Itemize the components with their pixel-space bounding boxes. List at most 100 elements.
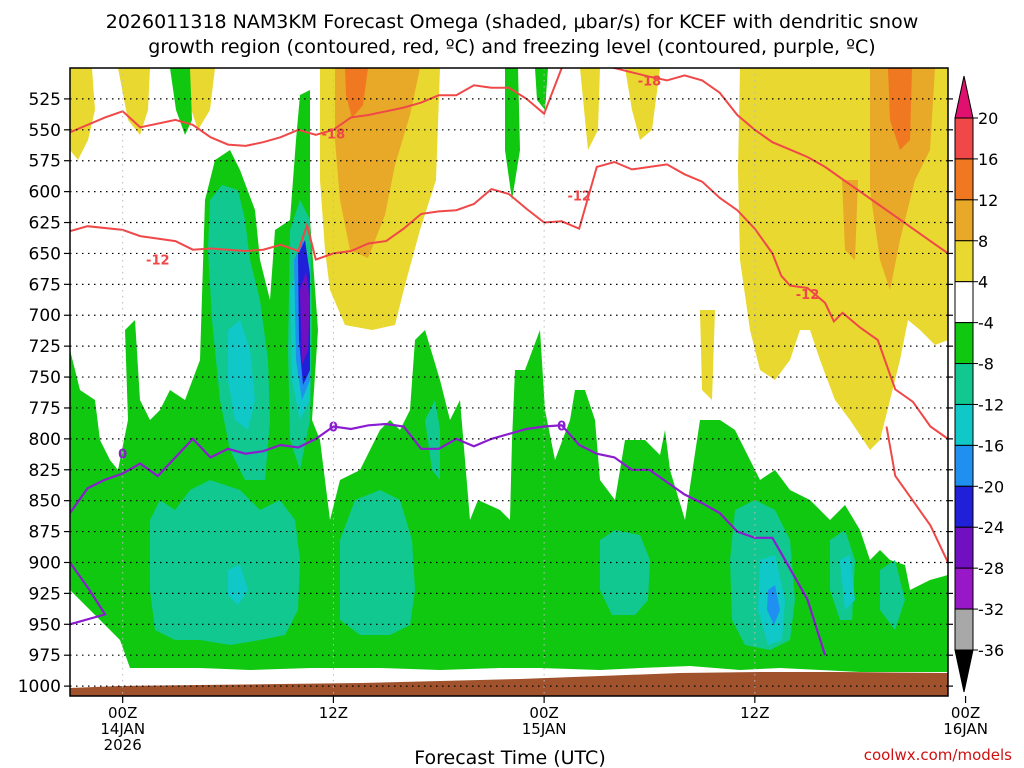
y-tick-label-16: 925 [29,584,61,604]
omega-pos-region-mid2 [625,68,660,140]
colorbar-band-3 [954,240,974,283]
y-tick-label-6: 675 [29,275,61,295]
freezing-level-label-0: 0 [118,448,127,463]
omega-pos8-region-right [870,68,935,290]
omega-pos12-region-main [345,68,368,118]
isotherm-line-1 [70,160,948,440]
colorbar-label-9: -20 [978,477,1004,496]
x-tick-label-0-2: 2026 [104,736,142,754]
omega-neg24-region-column [300,272,310,365]
isotherm-line-2 [885,426,948,564]
colorbar-band-10 [954,526,974,569]
omega-neg12-region-late2 [840,555,855,610]
colorbar-bottom-arrow [954,649,974,693]
positive-omega-stronger [335,68,935,290]
credit-label: coolwx.com/models [864,746,1012,764]
terrain-surface [70,672,948,696]
omega-pos-region-left [70,68,95,160]
omega-neg8-region-late1 [600,530,650,615]
omega-pos-region-small [185,68,215,130]
omega-neg8-region-mid2 [425,400,440,480]
freezing-level-line [70,422,827,656]
negative-omega-max [300,272,310,365]
freezing-level-path [70,422,827,656]
omega-pos8-region-right2 [842,180,858,260]
y-axis: 525 550 575 600 625 650 675 700 725 750 775 800 825 8… [18,90,953,697]
isotherm-label-1-2: -12 [796,288,820,303]
colorbar-label-1: 16 [978,150,998,169]
y-tick-label-14: 875 [29,523,61,543]
colorbar-band-1 [954,158,974,201]
chart-title-line-2: growth region (contoured, red, ºC) and f… [148,36,875,58]
colorbar-band-7 [954,403,974,446]
y-tick-label-0: 525 [29,90,61,110]
x-axis-label: Forecast Time (UTC) [414,747,605,768]
colorbar-band-2 [954,199,974,242]
colorbar-label-6: -8 [978,355,994,374]
colorbar-band-9 [954,485,974,528]
x-tick-label-0-1: 14JAN [100,720,145,738]
y-tick-label-5: 650 [29,244,61,264]
gridlines [70,68,948,696]
x-tick-label-2-0: 00Z [529,704,558,722]
omega-pos-region-early [118,68,150,135]
x-tick-label-4-1: 16JAN [943,720,988,738]
colorbar-band-0 [954,117,974,160]
omega-pos8-region-main [335,68,420,258]
omega-neg-region-top2 [505,68,520,200]
y-tick-label-13: 850 [29,492,61,512]
colorbar-band-5 [954,322,974,365]
omega-pos-region-mid [580,68,600,150]
y-tick-label-2: 575 [29,152,61,172]
colorbar-band-6 [954,363,974,405]
colorbar-label-4: 4 [978,273,988,292]
colorbar-top-arrow [954,75,974,119]
omega-neg-region-top1 [170,68,192,135]
omega-neg8-region-early [150,480,300,645]
omega-pos-region-tiny [700,310,715,400]
isotherm-line-0 [70,68,948,255]
colorbar-label-8: -16 [978,436,1004,455]
omega-neg12-region-early [228,565,248,605]
x-tick-label-0-0: 00Z [108,704,137,722]
y-tick-label-15: 900 [29,553,61,573]
omega-pos12-region-right [888,68,912,150]
colorbar-label-5: -4 [978,314,994,333]
colorbar-band-12 [954,608,974,651]
y-tick-label-18: 975 [29,646,61,666]
isotherm-label-0-1: -18 [638,74,662,89]
y-tick-label-1: 550 [29,121,61,141]
chart-title-line-1: 2026011318 NAM3KM Forecast Omega (shaded… [106,11,919,33]
colorbar-label-2: 12 [978,191,998,210]
y-tick-label-7: 700 [29,306,61,326]
omega-neg8-region-late4 [880,560,905,630]
y-tick-label-12: 825 [29,461,61,481]
y-tick-label-8: 725 [29,337,61,357]
colorbar-band-8 [954,444,974,487]
colorbar-label-7: -12 [978,395,1004,414]
y-tick-label-4: 625 [29,214,61,234]
y-tick-label-19: 1000 [18,677,61,697]
colorbar-label-0: 20 [978,109,998,128]
omega-neg12-region-column [228,320,255,430]
x-tick-label-3-0: 12Z [740,704,769,722]
colorbar-band-4 [954,281,974,324]
freezing-level-label-2: 0 [557,419,566,434]
colorbar-label-3: 8 [978,232,988,251]
x-tick-label-2-1: 15JAN [522,720,567,738]
y-tick-label-17: 950 [29,615,61,635]
x-tick-label-4-0: 00Z [951,704,980,722]
x-tick-label-1-0: 12Z [319,704,348,722]
isotherm-lines [70,68,948,564]
colorbar-label-10: -24 [978,518,1004,537]
colorbar-label-11: -28 [978,559,1004,578]
colorbar-band-11 [954,567,974,610]
colorbar-label-12: -32 [978,600,1004,619]
omega-neg16-region-late [767,585,780,625]
y-tick-label-3: 600 [29,183,61,203]
colorbar: 20 16 12 8 4 -4 -8 -12 -16 -20 -24 -28 -32 -36 [954,75,1004,693]
